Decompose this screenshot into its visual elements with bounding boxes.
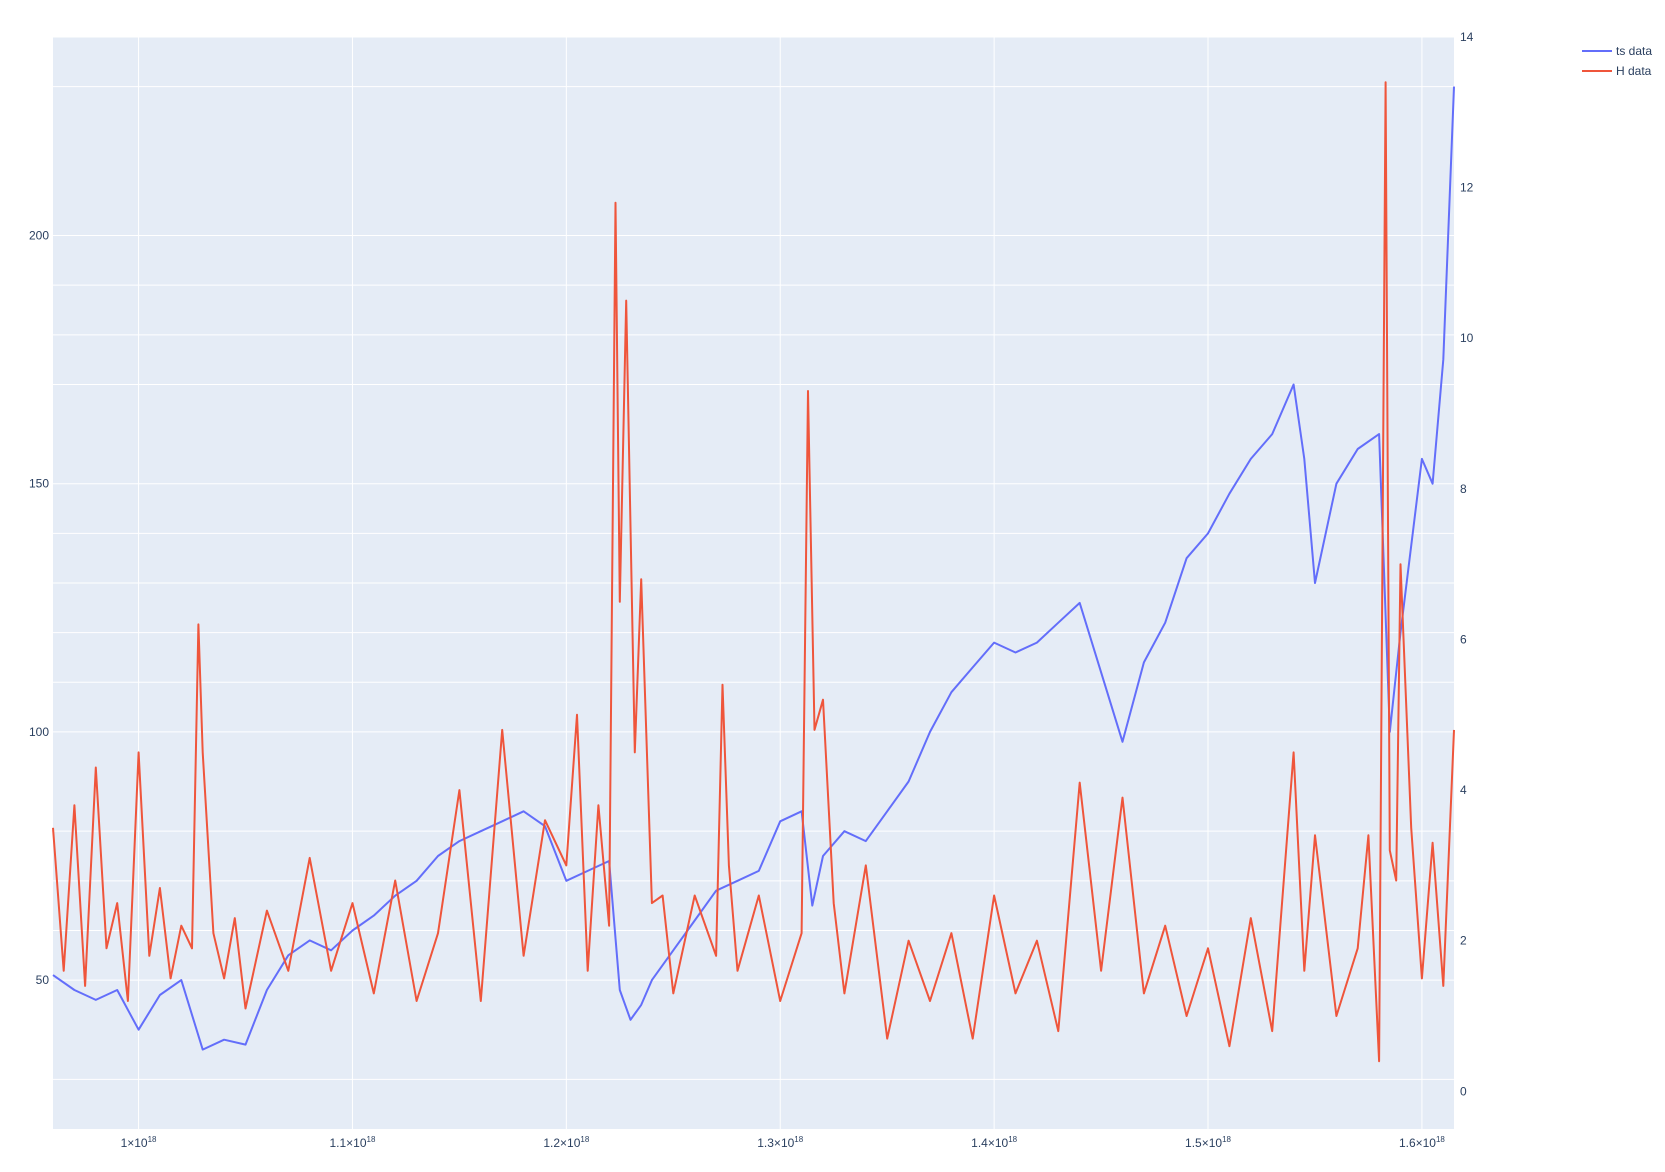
y-right-tick-label-7: 14 (1460, 30, 1474, 44)
y-left-tick-label-2: 150 (29, 477, 49, 491)
y-right-tick-label-1: 2 (1460, 934, 1467, 948)
legend[interactable]: ts data H data (1582, 44, 1652, 78)
y-right-tick-label-4: 8 (1460, 482, 1467, 496)
series-lines (52, 81, 1455, 1063)
x-tick-label-3: 1.3×1018 (757, 1135, 803, 1150)
y-left-tick-label-1: 100 (29, 725, 49, 739)
x-axis-tick-labels: 1×1018 1.1×1018 1.2×1018 1.3×1018 1.4×1018 1.… (121, 1135, 1446, 1150)
legend-label-h-data: H data (1616, 64, 1652, 78)
y-right-tick-label-2: 4 (1460, 783, 1467, 797)
x-tick-label-5: 1.5×1018 (1185, 1135, 1231, 1150)
grid-lines (53, 36, 1454, 1129)
legend-label-ts-data: ts data (1616, 44, 1652, 58)
legend-item-h-data[interactable]: H data (1582, 64, 1652, 78)
x-tick-label-4: 1.4×1018 (971, 1135, 1017, 1150)
x-tick-label-6: 1.6×1018 (1399, 1135, 1445, 1150)
x-tick-label-1: 1.1×1018 (329, 1135, 375, 1150)
y-left-tick-labels: 50 100 150 200 (29, 229, 49, 988)
y-right-tick-label-3: 6 (1460, 632, 1467, 646)
x-tick-label-0: 1×1018 (121, 1135, 157, 1150)
series-line-ts-data (52, 86, 1455, 1051)
x-tick-label-2: 1.2×1018 (543, 1135, 589, 1150)
y-right-tick-label-6: 12 (1460, 181, 1474, 195)
y-right-tick-label-5: 10 (1460, 331, 1474, 345)
y-right-tick-labels: 0 2 4 6 8 10 12 14 (1460, 30, 1474, 1098)
y-left-tick-label-3: 200 (29, 229, 49, 243)
legend-item-ts-data[interactable]: ts data (1582, 44, 1652, 58)
y-left-tick-label-0: 50 (36, 973, 50, 987)
series-line-h-data (52, 81, 1455, 1063)
y-right-tick-label-0: 0 (1460, 1084, 1467, 1098)
